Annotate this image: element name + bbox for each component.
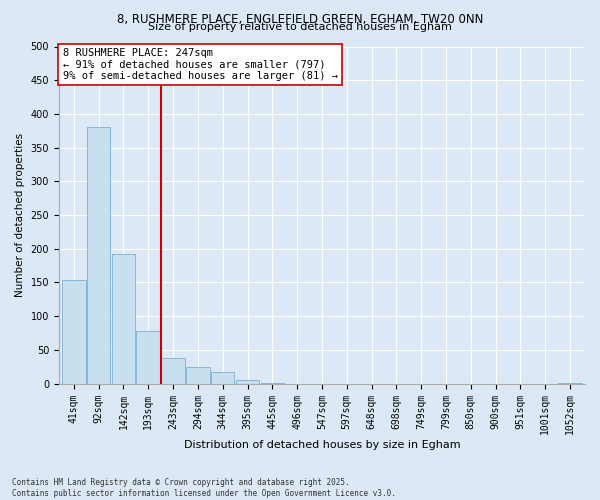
- Bar: [559, 383, 582, 384]
- Bar: [161, 358, 185, 384]
- Bar: [62, 280, 86, 384]
- Text: 8, RUSHMERE PLACE, ENGLEFIELD GREEN, EGHAM, TW20 0NN: 8, RUSHMERE PLACE, ENGLEFIELD GREEN, EGH…: [117, 12, 483, 26]
- Bar: [236, 380, 259, 384]
- Bar: [260, 383, 284, 384]
- Text: Size of property relative to detached houses in Egham: Size of property relative to detached ho…: [148, 22, 452, 32]
- Bar: [112, 254, 135, 384]
- Bar: [87, 128, 110, 384]
- Bar: [186, 366, 209, 384]
- Text: Contains HM Land Registry data © Crown copyright and database right 2025.
Contai: Contains HM Land Registry data © Crown c…: [12, 478, 396, 498]
- Y-axis label: Number of detached properties: Number of detached properties: [15, 133, 25, 297]
- Bar: [136, 331, 160, 384]
- X-axis label: Distribution of detached houses by size in Egham: Distribution of detached houses by size …: [184, 440, 460, 450]
- Text: 8 RUSHMERE PLACE: 247sqm
← 91% of detached houses are smaller (797)
9% of semi-d: 8 RUSHMERE PLACE: 247sqm ← 91% of detach…: [62, 48, 338, 81]
- Bar: [211, 372, 235, 384]
